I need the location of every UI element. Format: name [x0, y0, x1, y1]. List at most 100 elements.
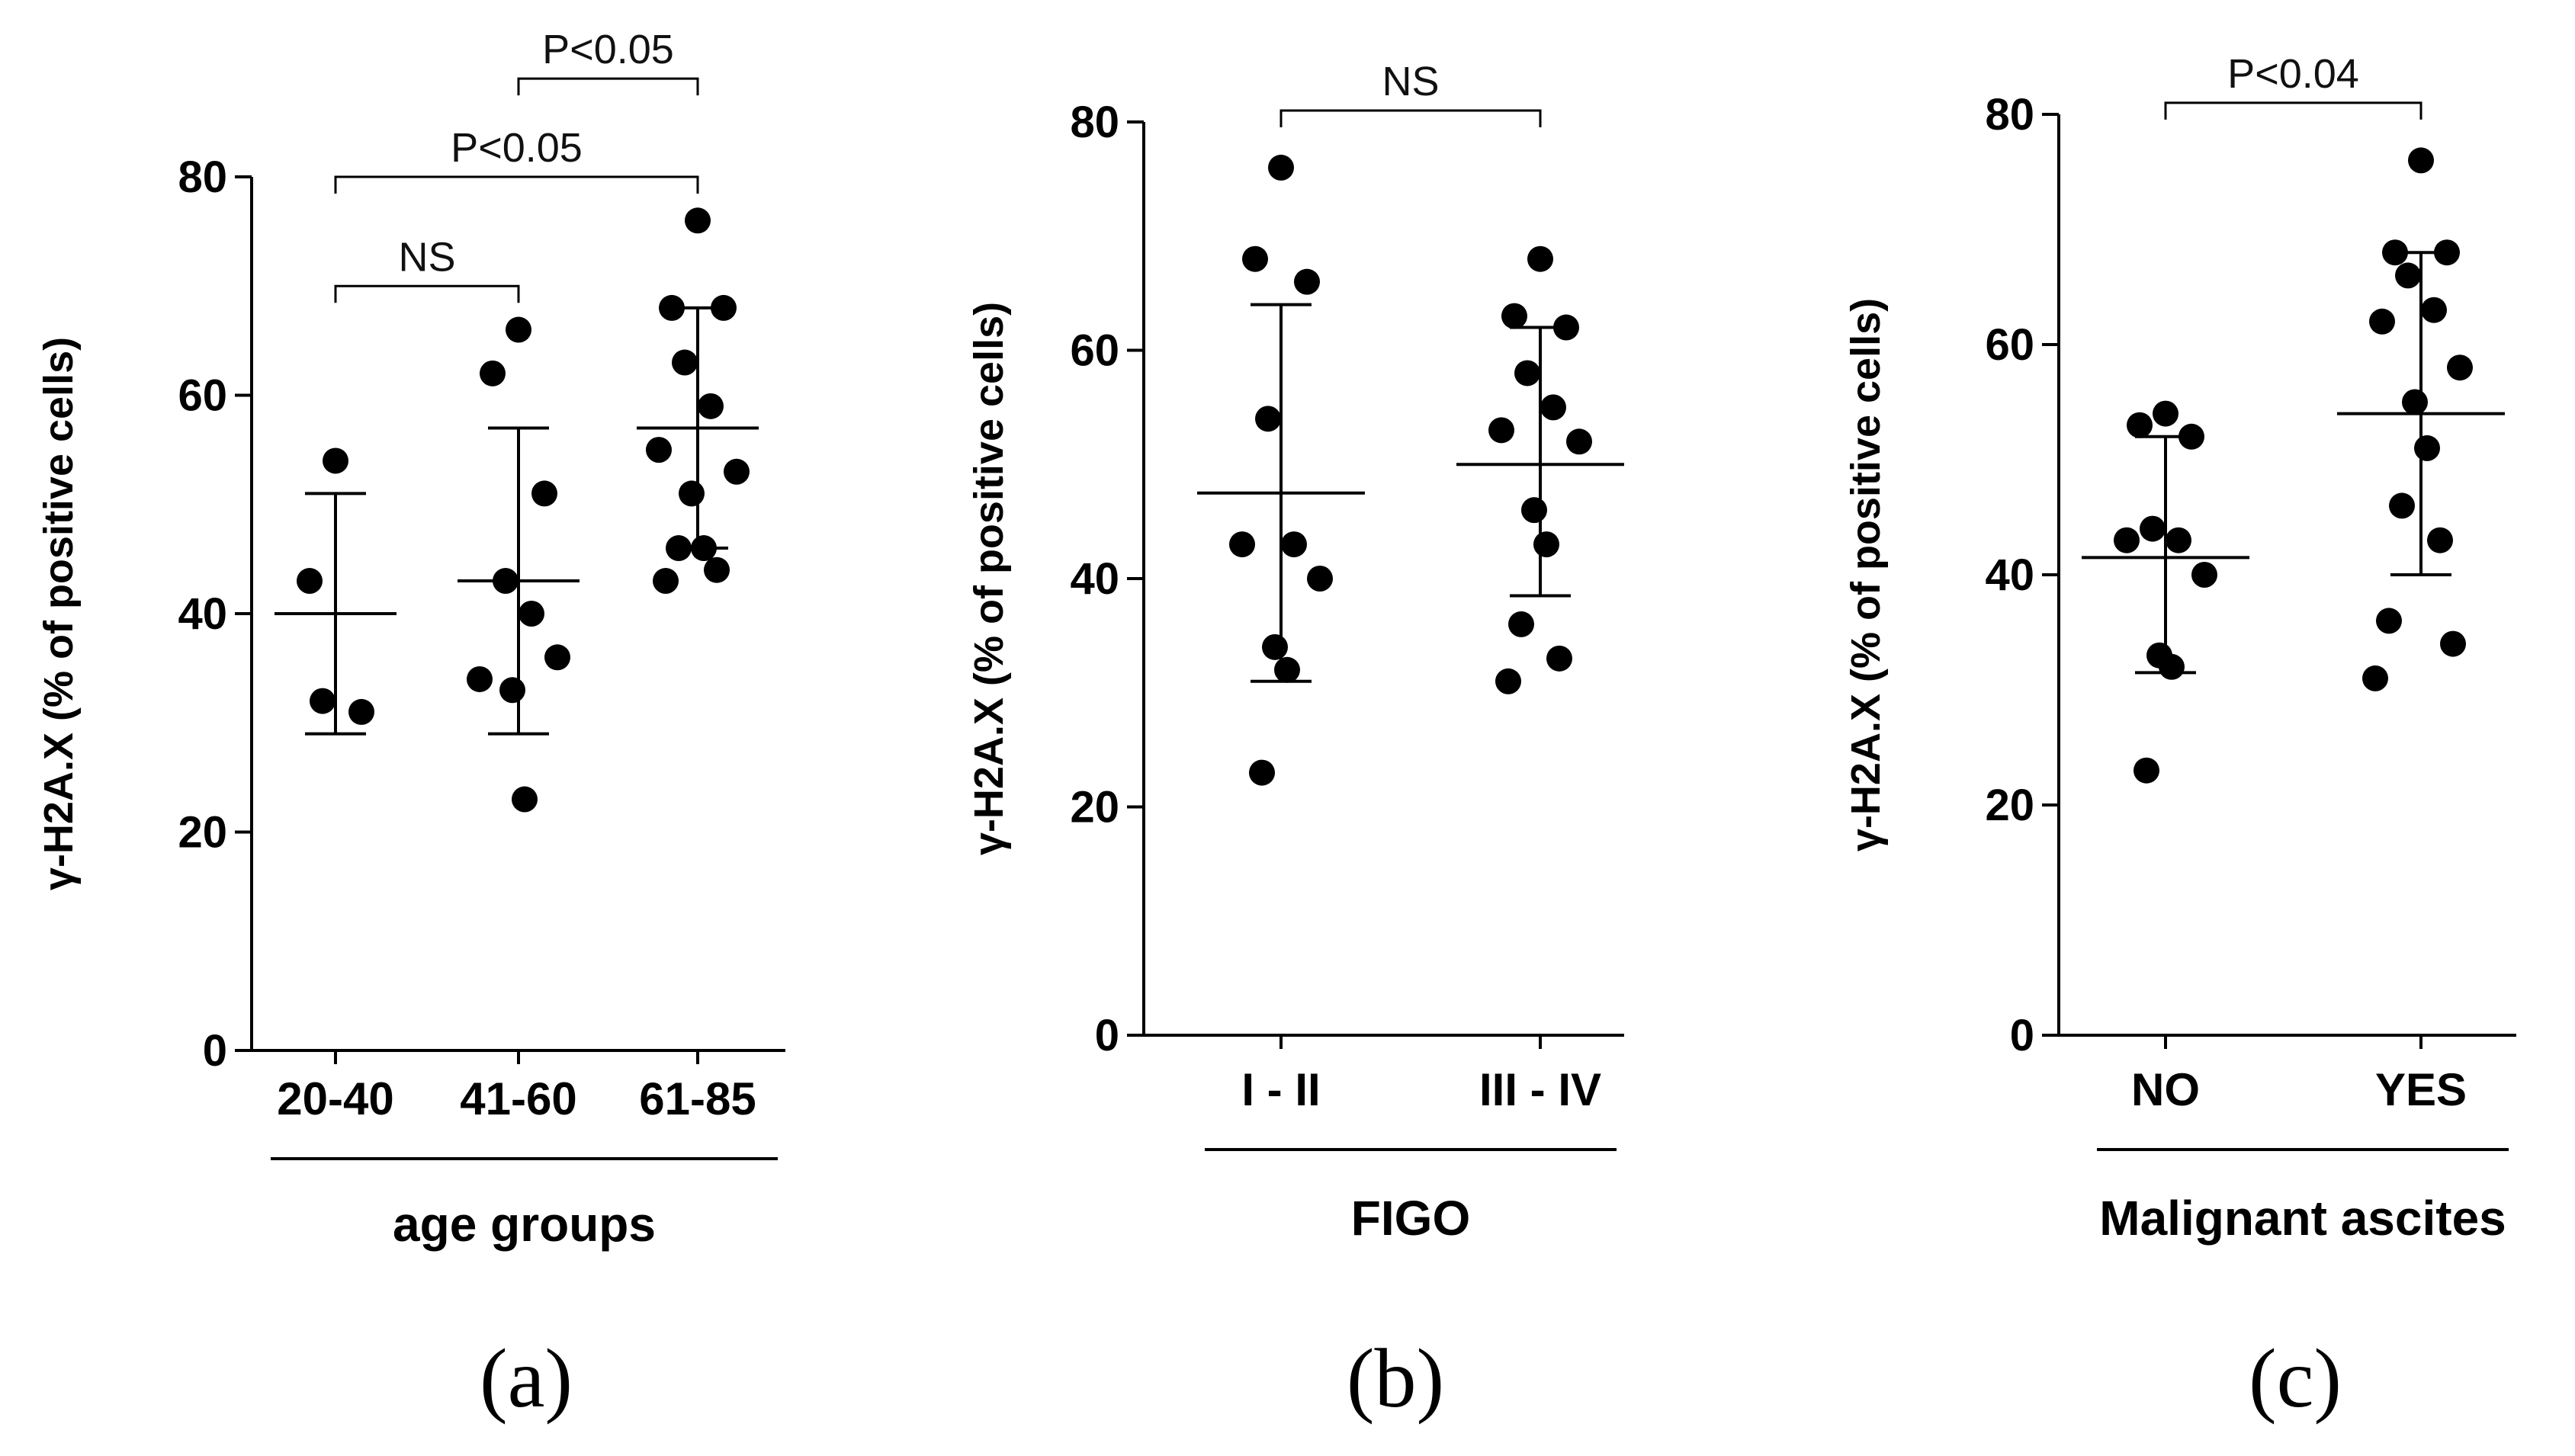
x-tick-label: 61-85	[639, 1073, 756, 1124]
data-point	[1527, 245, 1553, 272]
data-point	[2140, 515, 2166, 542]
panel-c: 0 20 40 60 80 γ-H2A.X (% of positive cells) NO…	[1843, 51, 2516, 1425]
y-tick-label: 0	[1095, 1011, 1119, 1060]
y-tick-label: 40	[178, 589, 227, 639]
data-point	[544, 644, 570, 671]
data-point	[685, 207, 711, 234]
data-point	[711, 294, 737, 321]
y-tick-label: 60	[1985, 320, 2034, 370]
data-point	[1294, 268, 1320, 295]
x-tick-label: NO	[2131, 1064, 2200, 1115]
data-point	[2159, 653, 2185, 680]
data-point	[1307, 566, 1333, 592]
data-point	[1268, 154, 1294, 181]
data-point	[691, 535, 717, 562]
x-tick-label: 20-40	[277, 1073, 393, 1124]
group-label: Malignant ascites	[2099, 1191, 2506, 1246]
data-point	[1229, 531, 1255, 558]
data-point	[506, 316, 531, 343]
y-axis-label: γ-H2A.X (% of positive cells)	[966, 302, 1012, 855]
significance-label: P<0.05	[451, 125, 583, 171]
x-tick-label: I - II	[1241, 1064, 1320, 1115]
x-tick-label: YES	[2375, 1064, 2467, 1115]
significance-label: NS	[398, 234, 455, 280]
x-tick-label: III - IV	[1479, 1064, 1601, 1115]
data-point	[2395, 262, 2421, 289]
data-point	[1488, 417, 1514, 444]
x-tick-label: 41-60	[460, 1073, 576, 1124]
panel-label: (c)	[2249, 1332, 2342, 1425]
data-point	[1281, 531, 1307, 558]
significance-label: NS	[1382, 59, 1439, 104]
data-point	[2178, 423, 2204, 450]
significance-label: P<0.05	[542, 27, 674, 72]
data-point	[531, 480, 557, 507]
y-axis-label: γ-H2A.X (% of positive cells)	[36, 337, 82, 890]
data-point	[2389, 492, 2415, 519]
y-tick-label: 80	[1070, 98, 1119, 147]
data-point	[2427, 527, 2453, 553]
y-tick-label: 40	[1070, 554, 1119, 604]
data-point	[297, 568, 323, 595]
data-point	[659, 294, 685, 321]
panel-label: (a)	[480, 1332, 573, 1425]
data-point	[519, 601, 544, 627]
data-point	[1553, 314, 1579, 341]
significance-bracket	[334, 175, 699, 194]
panel-a: 0 20 40 60 80 γ-H2A.X (% of positive cells) 20…	[36, 27, 785, 1425]
data-point	[1533, 531, 1559, 558]
group-label: age groups	[393, 1197, 656, 1252]
data-point	[1566, 428, 1592, 455]
data-point	[2382, 239, 2408, 266]
data-point	[2134, 757, 2159, 784]
data-point	[2191, 562, 2217, 588]
y-tick-label: 60	[178, 371, 227, 421]
data-point	[2402, 389, 2428, 415]
data-point	[2414, 435, 2440, 461]
data-point	[2421, 297, 2447, 323]
data-point	[1249, 759, 1275, 786]
data-point	[2127, 412, 2153, 438]
data-point	[1540, 394, 1566, 421]
y-tick-label: 20	[178, 808, 227, 858]
data-point	[1514, 360, 1540, 386]
y-axis-label: γ-H2A.X (% of positive cells)	[1843, 298, 1889, 851]
data-point	[323, 447, 348, 474]
data-point	[724, 458, 750, 485]
data-point	[2447, 354, 2473, 381]
data-point	[653, 568, 679, 595]
y-tick-label: 80	[1985, 90, 2034, 140]
panel-label: (b)	[1347, 1332, 1444, 1425]
group-label: FIGO	[1351, 1191, 1470, 1246]
y-tick-label: 40	[1985, 550, 2034, 600]
panel-b: 0 20 40 60 80 γ-H2A.X (% of positive cells) I …	[966, 59, 1624, 1425]
data-point	[1274, 656, 1300, 683]
data-point	[1501, 303, 1527, 329]
data-point	[2166, 527, 2191, 553]
data-point	[2114, 527, 2140, 553]
significance-label: P<0.04	[2227, 51, 2359, 97]
data-point	[1521, 497, 1547, 524]
y-tick-label: 0	[2010, 1011, 2034, 1060]
data-point	[646, 437, 672, 463]
data-point	[1546, 645, 1572, 672]
data-point	[512, 786, 538, 813]
data-point	[698, 393, 724, 419]
y-tick-label: 20	[1070, 783, 1119, 832]
significance-bracket	[517, 77, 699, 96]
y-tick-label: 20	[1985, 781, 2034, 830]
data-point	[2153, 400, 2178, 427]
data-point	[467, 665, 493, 692]
data-point	[1508, 611, 1534, 637]
data-point	[1495, 668, 1521, 694]
significance-bracket	[1279, 109, 1542, 128]
data-point	[2369, 308, 2395, 335]
data-point	[2376, 608, 2402, 634]
data-point	[2434, 239, 2460, 266]
data-point	[2440, 630, 2466, 657]
data-point	[679, 480, 705, 507]
data-point	[2408, 147, 2434, 174]
data-point	[666, 535, 692, 562]
y-tick-label: 0	[203, 1026, 227, 1076]
